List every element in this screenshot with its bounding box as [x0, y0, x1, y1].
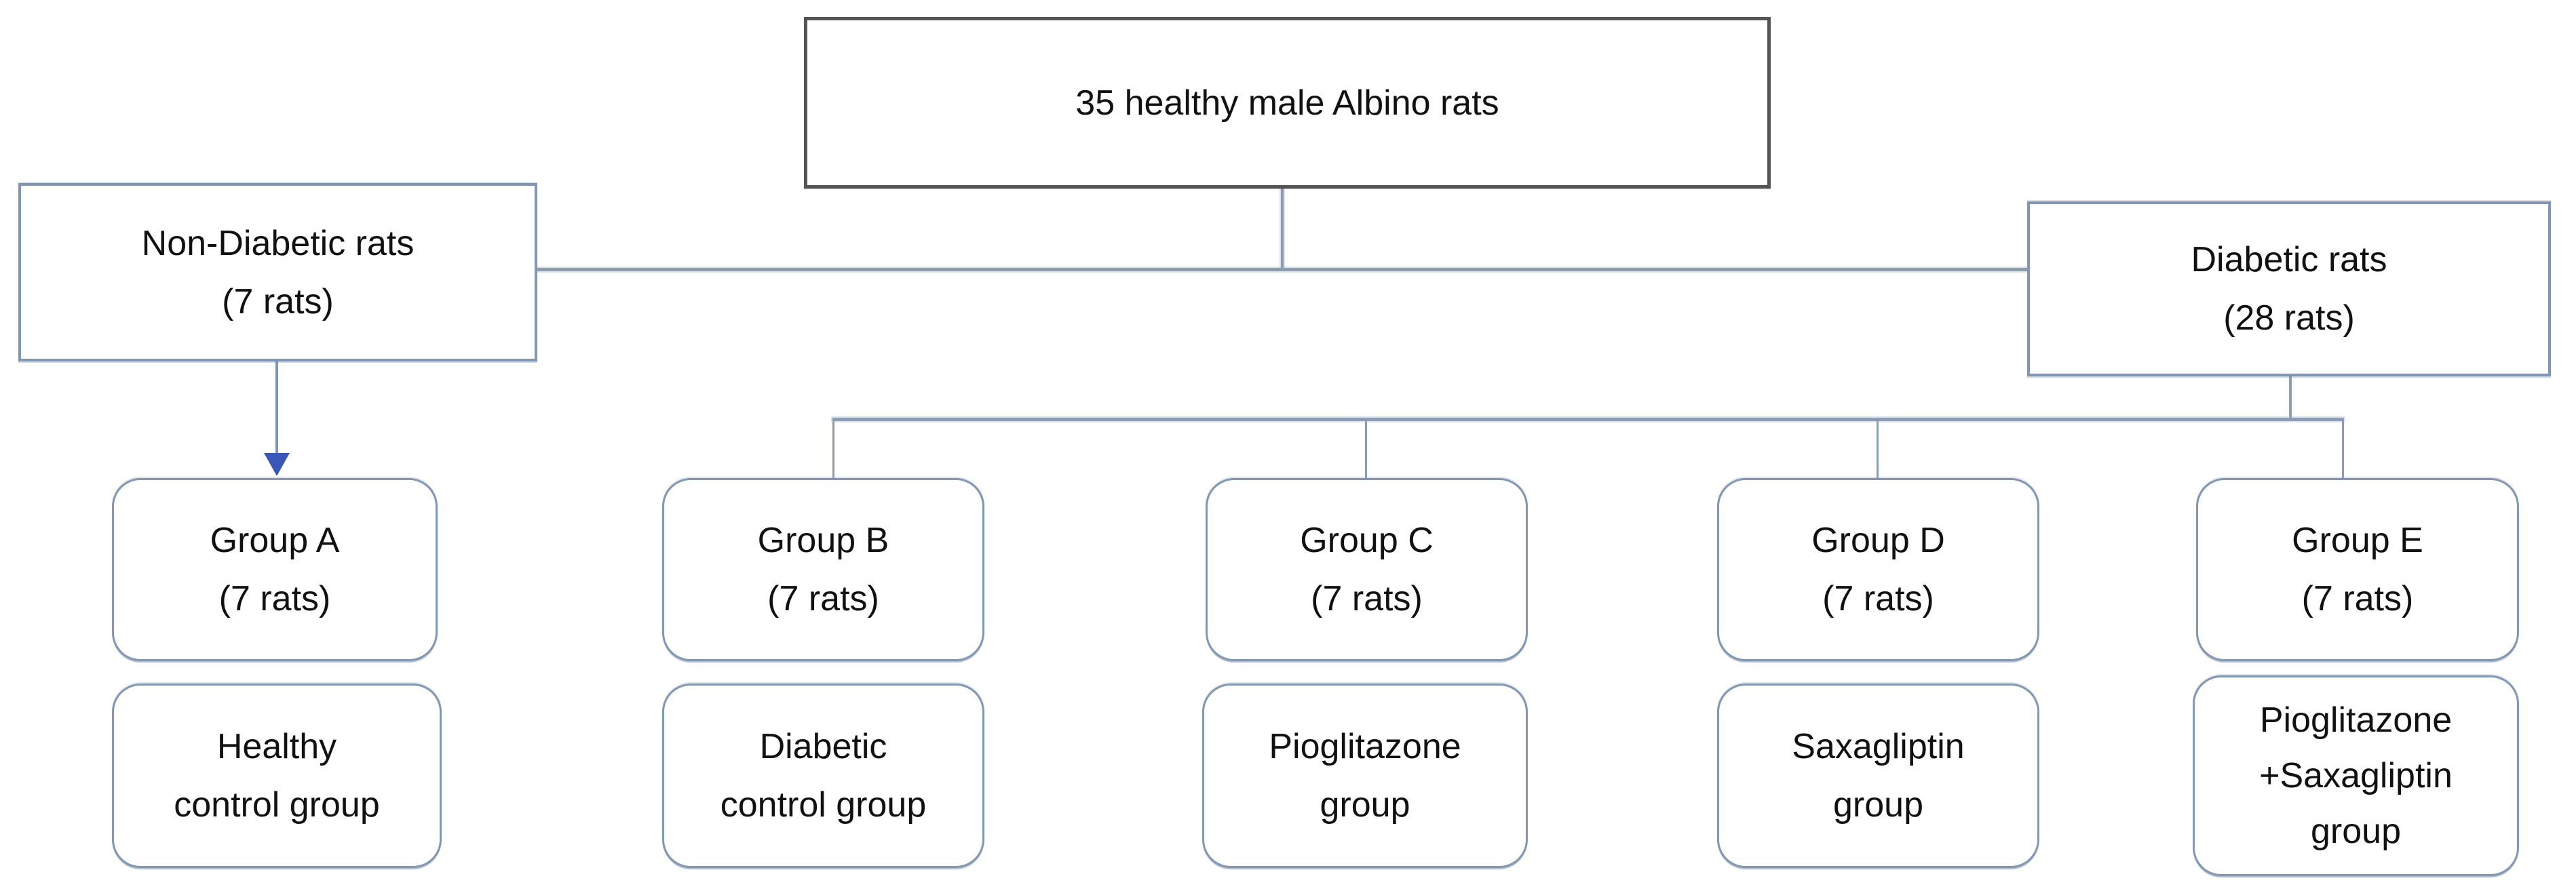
connector-drop-group-c — [1365, 420, 1367, 479]
node-treatment-pioglitazone: Pioglitazone group — [1202, 684, 1528, 868]
treatment-label-line: Pioglitazone — [1269, 727, 1461, 766]
node-group-b: Group B (7 rats) — [662, 478, 984, 661]
node-diabetic-count: (28 rats) — [2223, 298, 2355, 338]
treatment-label-line: group — [2311, 812, 2401, 851]
treatment-label-line: group — [1833, 785, 1923, 825]
node-group-a-count: (7 rats) — [218, 579, 331, 618]
node-non-diabetic-title: Non-Diabetic rats — [141, 223, 415, 263]
node-group-a: Group A (7 rats) — [112, 478, 438, 661]
node-treatment-diabetic-control: Diabetic control group — [662, 684, 984, 868]
node-group-d: Group D (7 rats) — [1717, 478, 2039, 661]
node-group-a-title: Group A — [210, 521, 340, 560]
treatment-label-line: Saxagliptin — [1792, 727, 1965, 766]
node-diabetic-title: Diabetic rats — [2191, 240, 2387, 279]
connector-drop-group-d — [1877, 420, 1879, 479]
node-group-c-count: (7 rats) — [1311, 579, 1423, 618]
arrow-shaft-group-a — [275, 361, 278, 455]
node-total-rats-label: 35 healthy male Albino rats — [1075, 83, 1499, 123]
node-group-b-title: Group B — [757, 521, 889, 560]
node-treatment-healthy-control: Healthy control group — [112, 684, 442, 868]
node-group-d-title: Group D — [1811, 521, 1945, 560]
node-group-d-count: (7 rats) — [1822, 579, 1934, 618]
node-non-diabetic: Non-Diabetic rats (7 rats) — [18, 183, 537, 361]
arrow-head-icon — [264, 453, 290, 476]
connector-drop-group-b — [832, 420, 834, 479]
node-total-rats: 35 healthy male Albino rats — [804, 17, 1771, 189]
connector-diabetic-vertical — [2289, 376, 2292, 419]
connector-groups-horizontal — [832, 418, 2344, 421]
node-treatment-pioglitazone-saxagliptin: Pioglitazone +Saxagliptin group — [2193, 675, 2519, 876]
treatment-label-line: +Saxagliptin — [2259, 756, 2453, 795]
node-treatment-saxagliptin: Saxagliptin group — [1717, 684, 2039, 868]
node-group-c-title: Group C — [1300, 521, 1434, 560]
node-group-e: Group E (7 rats) — [2196, 478, 2519, 661]
connector-drop-group-e — [2342, 420, 2344, 479]
connector-branch-horizontal — [536, 268, 2029, 271]
node-group-e-count: (7 rats) — [2301, 579, 2414, 618]
treatment-label-line: control group — [174, 785, 380, 825]
connector-root-vertical — [1281, 189, 1284, 269]
treatment-label-line: Diabetic — [759, 727, 887, 766]
node-group-b-count: (7 rats) — [767, 579, 879, 618]
node-group-e-title: Group E — [2292, 521, 2423, 560]
treatment-label-line: group — [1320, 785, 1410, 825]
node-non-diabetic-count: (7 rats) — [222, 281, 334, 321]
node-diabetic: Diabetic rats (28 rats) — [2027, 201, 2551, 376]
treatment-label-line: Healthy — [216, 727, 337, 766]
treatment-label-line: control group — [720, 785, 927, 825]
node-group-c: Group C (7 rats) — [1206, 478, 1528, 661]
treatment-label-line: Pioglitazone — [2259, 700, 2453, 740]
